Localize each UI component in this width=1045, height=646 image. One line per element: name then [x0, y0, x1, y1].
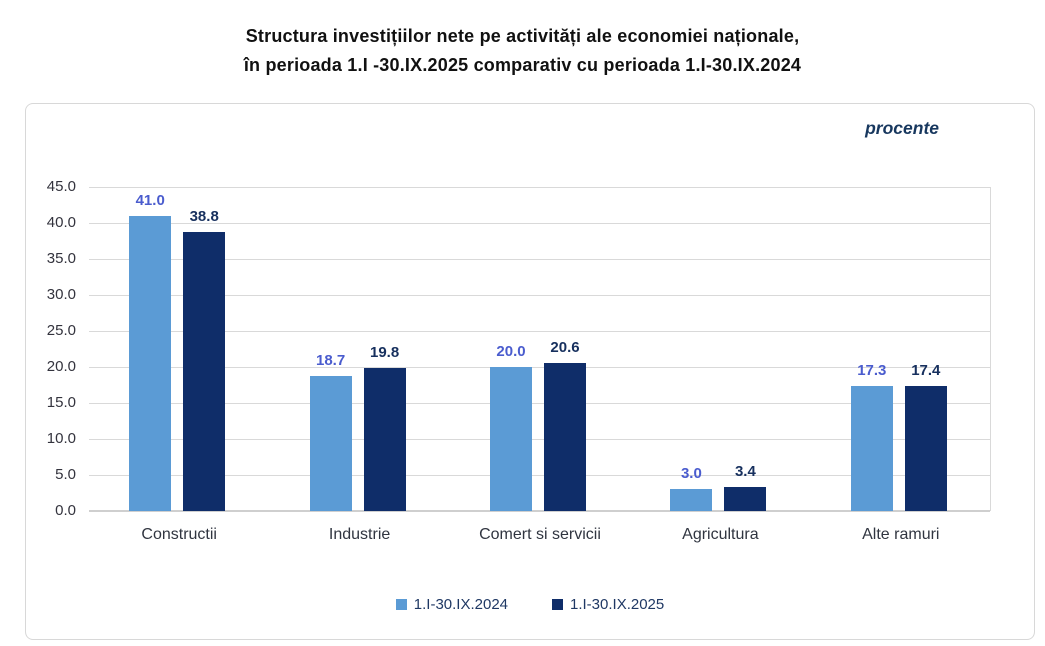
bar-1.I-30.IX.2025-Industrie — [363, 368, 406, 511]
value-label-1.I-30.IX.2025-Agricultura: 3.4 — [734, 462, 756, 480]
legend-item-1.I-30.IX.2024: 1.I-30.IX.2024 — [395, 596, 508, 613]
legend-item-1.I-30.IX.2025: 1.I-30.IX.2025 — [552, 596, 664, 613]
value-label-1.I-30.IX.2025-Alte ramuri: 17.4 — [911, 361, 941, 379]
bar-1.I-30.IX.2024-Agricultura — [670, 489, 713, 511]
chart-title-line1: Structura investițiilor nete pe activită… — [245, 26, 800, 46]
gridline — [89, 438, 990, 440]
value-label-1.I-30.IX.2025-Constructii: 38.8 — [189, 207, 219, 225]
value-label-1.I-30.IX.2025-Industrie: 19.8 — [369, 344, 400, 362]
category-label-Alte ramuri: Alte ramuri — [862, 526, 940, 543]
bar-1.I-30.IX.2025-Alte ramuri — [904, 385, 947, 511]
bar-1.I-30.IX.2025-Comert si servicii — [544, 362, 586, 511]
value-label-1.I-30.IX.2024-Constructii: 41.0 — [135, 191, 165, 209]
bar-1.I-30.IX.2025-Agricultura — [724, 486, 767, 511]
value-label-1.I-30.IX.2024-Comert si servicii: 20.0 — [496, 343, 526, 360]
y-tick-label: 35.0 — [46, 250, 76, 267]
y-tick-label: 5.0 — [55, 466, 76, 483]
gridline — [89, 402, 990, 404]
chart-title-line2: în perioada 1.I -30.IX.2025 comparativ c… — [243, 55, 802, 75]
value-label-1.I-30.IX.2025-Comert si servicii: 20.6 — [550, 338, 580, 356]
chart-frame: procente 45.0 40.0 35.0 30.0 25.0 20.0 15.0 10.… — [25, 103, 1035, 640]
y-tick-label: 30.0 — [46, 286, 76, 303]
value-label-1.I-30.IX.2024-Industrie: 18.7 — [315, 352, 346, 370]
bar-1.I-30.IX.2024-Constructii — [129, 215, 172, 511]
unit-label: procente — [865, 118, 939, 138]
gridline — [89, 294, 990, 296]
bar-1.I-30.IX.2024-Comert si servicii — [490, 367, 532, 511]
legend-label: 1.I-30.IX.2024 — [413, 596, 508, 613]
y-tick-label: 0.0 — [55, 502, 76, 519]
chart-title: Structura investițiilor nete pe activită… — [0, 22, 1045, 80]
category-label-Constructii: Constructii — [141, 526, 217, 543]
y-tick-label: 40.0 — [46, 214, 76, 231]
gridline — [89, 186, 990, 188]
y-tick-label: 25.0 — [46, 322, 76, 339]
category-label-Comert si servicii: Comert si servicii — [479, 526, 601, 543]
gridline — [89, 222, 990, 224]
gridline — [89, 330, 990, 332]
category-label-Agricultura: Agricultura — [682, 526, 759, 543]
bar-1.I-30.IX.2025-Constructii — [183, 231, 226, 511]
legend-swatch-icon — [552, 599, 563, 610]
x-axis-line — [89, 510, 990, 512]
legend: 1.I-30.IX.2024 1.I-30.IX.2025 — [26, 596, 1034, 613]
bar-1.I-30.IX.2024-Alte ramuri — [850, 386, 893, 511]
value-label-1.I-30.IX.2024-Agricultura: 3.0 — [680, 465, 702, 483]
y-tick-label: 20.0 — [46, 358, 76, 375]
y-tick-label: 10.0 — [46, 430, 76, 447]
legend-label: 1.I-30.IX.2025 — [570, 596, 665, 613]
gridline — [89, 258, 990, 260]
plot-area: 41.0 38.8 Constructii 18.7 19.8 Industrie 20.0… — [89, 186, 991, 543]
bar-1.I-30.IX.2024-Industrie — [309, 376, 352, 511]
gridline — [89, 366, 990, 368]
legend-swatch-icon — [395, 599, 407, 610]
value-label-1.I-30.IX.2024-Alte ramuri: 17.3 — [857, 362, 887, 380]
y-tick-label: 15.0 — [46, 394, 76, 411]
y-tick-label: 45.0 — [46, 178, 76, 195]
gridline — [89, 474, 990, 476]
category-label-Industrie: Industrie — [328, 526, 391, 543]
